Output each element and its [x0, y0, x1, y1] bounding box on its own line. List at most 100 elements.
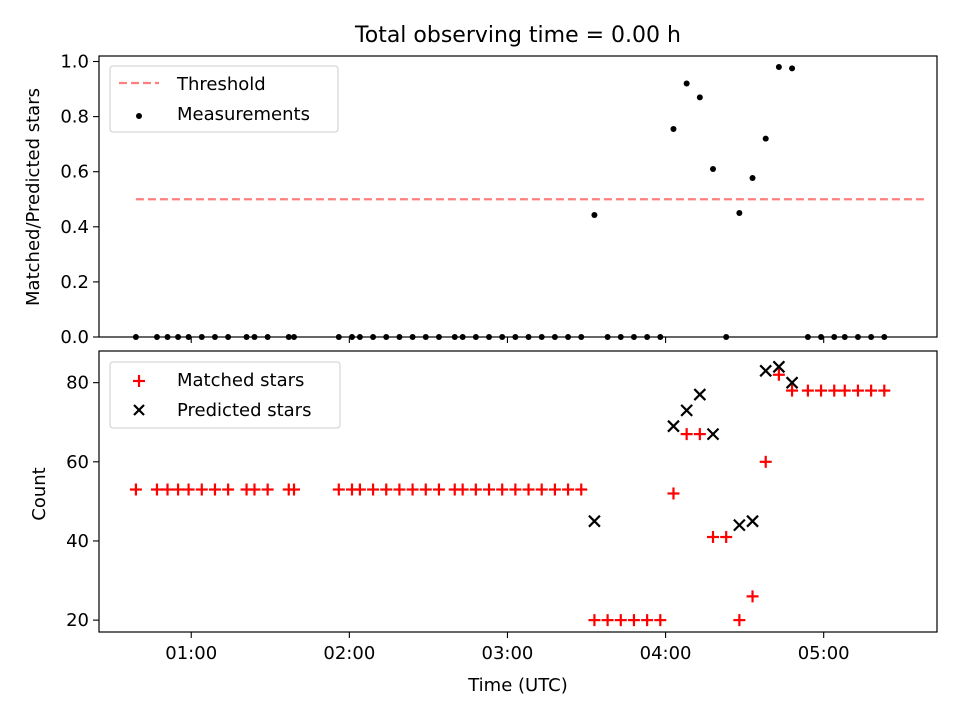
- matched-star-point: [469, 483, 482, 496]
- matched-star-point: [878, 384, 891, 397]
- matched-star-point: [208, 483, 221, 496]
- predicted-legend-swatch: [133, 404, 145, 416]
- matched-legend-label: Matched stars: [177, 370, 304, 391]
- measurement-point: [670, 126, 677, 133]
- measurement-point: [854, 334, 861, 340]
- measurement-point: [285, 334, 292, 340]
- matched-star-point: [367, 483, 380, 496]
- measurement-point: [868, 334, 875, 340]
- x-tick-label: 04:00: [640, 643, 692, 664]
- matched-star-point: [786, 384, 799, 397]
- measurement-point: [132, 334, 139, 340]
- measurement-point: [211, 334, 218, 340]
- measurement-point: [175, 334, 182, 340]
- measurement-point: [383, 334, 390, 340]
- top-y-tick-label: 0.0: [60, 327, 89, 348]
- predicted-star-point: [746, 514, 759, 528]
- predicted-star-point: [759, 364, 772, 378]
- matched-star-point: [680, 428, 693, 441]
- top-y-tick-label: 1.0: [60, 52, 89, 73]
- matched-star-point: [815, 384, 828, 397]
- matched-star-point: [746, 590, 759, 603]
- measurement-point: [644, 334, 651, 340]
- matched-star-point: [667, 487, 680, 500]
- measurement-point: [696, 94, 703, 101]
- matched-star-point: [548, 483, 561, 496]
- x-tick-label: 02:00: [323, 643, 375, 664]
- measurement-point: [396, 334, 403, 340]
- matched-star-point: [641, 614, 654, 627]
- matched-star-point: [522, 483, 535, 496]
- matched-star-point: [733, 614, 746, 627]
- matched-star-point: [222, 483, 235, 496]
- bottom-y-tick-label: 20: [66, 610, 89, 631]
- bottom-y-axis-title: Count: [29, 467, 50, 520]
- measurement-point: [736, 210, 743, 217]
- top-y-tick-label: 0.4: [60, 217, 89, 238]
- matched-star-point: [575, 483, 588, 496]
- measurement-point: [225, 334, 232, 340]
- matched-star-point: [248, 483, 261, 496]
- matched-star-point: [496, 483, 509, 496]
- matched-star-point: [172, 483, 185, 496]
- measurement-point: [630, 334, 637, 340]
- matched-star-point: [393, 483, 406, 496]
- matched-star-point: [150, 483, 163, 496]
- measurement-point: [578, 334, 585, 340]
- matched-star-point: [406, 483, 419, 496]
- predicted-legend-label: Predicted stars: [177, 400, 311, 421]
- matched-star-point: [182, 483, 195, 496]
- matched-legend-swatch: [133, 375, 145, 387]
- bottom-y-tick-label: 40: [66, 531, 89, 552]
- measurement-point: [723, 334, 730, 340]
- measurement-point: [472, 334, 479, 340]
- x-tick-label: 05:00: [798, 643, 850, 664]
- measurement-point: [185, 334, 192, 340]
- measurement-point: [762, 135, 769, 142]
- matched-star-point: [129, 483, 142, 496]
- matched-star-point: [332, 483, 345, 496]
- top-y-tick-label: 0.6: [60, 162, 89, 183]
- measurement-point: [831, 334, 838, 340]
- bottom-plot-frame: [98, 350, 938, 633]
- predicted-star-point: [667, 419, 680, 433]
- bottom-y-tick-label: 80: [66, 373, 89, 394]
- matched-star-point: [627, 614, 640, 627]
- measurement-point: [348, 334, 355, 340]
- matched-star-point: [828, 384, 841, 397]
- top-y-axis-title: Matched/Predicted stars: [23, 88, 44, 306]
- measurement-point: [841, 334, 848, 340]
- predicted-star-point: [693, 388, 707, 401]
- matched-star-point: [851, 384, 864, 397]
- measurement-point: [538, 334, 545, 340]
- matched-star-point: [865, 384, 878, 397]
- x-tick-label: 01:00: [165, 643, 217, 664]
- matched-star-point: [654, 614, 667, 627]
- measurement-point: [499, 334, 506, 340]
- measurement-point: [264, 334, 271, 340]
- measurement-point: [565, 334, 572, 340]
- matched-star-point: [288, 483, 301, 496]
- predicted-star-point: [706, 427, 720, 441]
- measurement-point: [591, 211, 598, 218]
- measurement-point: [243, 334, 250, 340]
- measurement-point: [749, 175, 756, 182]
- measurement-point: [512, 334, 519, 340]
- measurement-point: [804, 334, 811, 340]
- matched-star-point: [772, 368, 785, 381]
- measurement-point: [291, 334, 298, 340]
- measurement-point: [409, 334, 416, 340]
- matched-star-point: [707, 531, 720, 544]
- matched-star-point: [161, 483, 174, 496]
- measurement-point: [525, 334, 532, 340]
- measurement-point: [422, 334, 429, 340]
- matched-star-point: [353, 483, 366, 496]
- matched-star-point: [509, 483, 522, 496]
- measurement-point: [459, 334, 466, 340]
- measurement-point: [451, 334, 458, 340]
- predicted-star-point: [733, 518, 746, 532]
- top-legend-box: [109, 65, 339, 133]
- measurement-point: [435, 334, 442, 340]
- measurement-point: [551, 334, 558, 340]
- x-tick-label: 03:00: [482, 643, 534, 664]
